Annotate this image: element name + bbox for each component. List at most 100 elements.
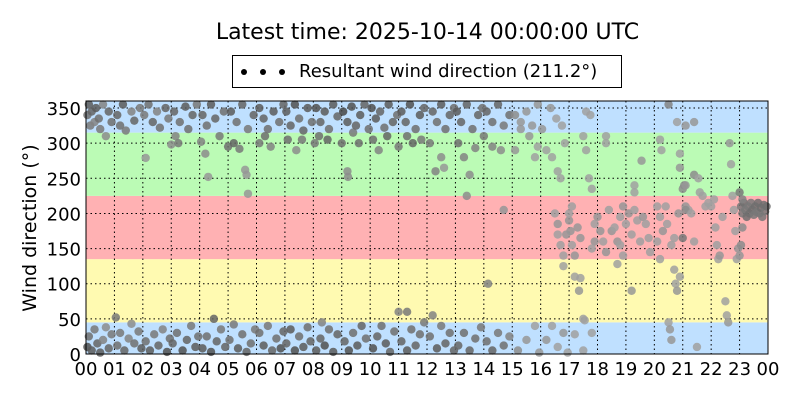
data-point bbox=[290, 346, 300, 355]
data-point bbox=[184, 124, 193, 134]
data-point bbox=[499, 341, 508, 350]
data-point bbox=[148, 117, 157, 127]
data-point bbox=[266, 142, 275, 151]
data-point bbox=[671, 279, 680, 288]
y-tick-label: 200 bbox=[47, 204, 81, 225]
data-point bbox=[496, 145, 506, 155]
data-point bbox=[439, 163, 449, 172]
data-point bbox=[329, 100, 338, 109]
data-point bbox=[226, 107, 236, 116]
data-point bbox=[553, 167, 562, 176]
data-point bbox=[311, 103, 321, 113]
data-point bbox=[613, 259, 622, 269]
data-point bbox=[367, 103, 376, 113]
data-point bbox=[445, 328, 454, 338]
data-point bbox=[411, 341, 420, 350]
data-point bbox=[172, 328, 182, 338]
data-point bbox=[175, 117, 184, 127]
data-point bbox=[368, 135, 378, 144]
data-point bbox=[665, 325, 675, 334]
data-point bbox=[722, 311, 731, 320]
data-point bbox=[297, 135, 307, 144]
data-point bbox=[604, 205, 614, 215]
y-tick-label: 0 bbox=[70, 345, 81, 366]
data-point bbox=[229, 138, 238, 148]
data-point bbox=[402, 346, 412, 355]
data-point bbox=[377, 321, 386, 331]
data-point bbox=[488, 142, 497, 151]
data-point bbox=[94, 114, 103, 123]
x-tick-label: 02 bbox=[131, 359, 154, 380]
data-point bbox=[681, 181, 690, 190]
data-point bbox=[661, 202, 670, 211]
data-point bbox=[581, 145, 591, 155]
data-point bbox=[263, 124, 273, 134]
data-point bbox=[425, 332, 435, 341]
data-point bbox=[616, 240, 625, 250]
data-point bbox=[675, 149, 685, 158]
data-point bbox=[641, 219, 651, 229]
data-point bbox=[627, 230, 636, 239]
data-point bbox=[144, 100, 153, 109]
data-point bbox=[694, 174, 703, 183]
data-point bbox=[171, 131, 180, 141]
data-point bbox=[104, 107, 113, 116]
x-tick-label: 08 bbox=[302, 359, 325, 380]
data-point bbox=[320, 107, 329, 116]
data-point bbox=[499, 121, 508, 130]
data-point bbox=[221, 342, 230, 352]
data-point bbox=[259, 114, 268, 123]
data-point bbox=[415, 110, 425, 120]
data-point bbox=[445, 110, 454, 120]
data-point bbox=[212, 337, 221, 346]
data-point bbox=[141, 337, 150, 346]
data-point bbox=[553, 342, 562, 352]
data-point bbox=[570, 251, 579, 260]
data-point bbox=[709, 195, 719, 204]
data-point bbox=[563, 348, 572, 357]
data-point bbox=[263, 321, 273, 331]
data-point bbox=[169, 107, 179, 116]
data-point bbox=[361, 334, 371, 343]
data-point bbox=[186, 321, 196, 331]
data-point bbox=[338, 107, 348, 116]
data-point bbox=[670, 265, 679, 274]
x-tick-label: 07 bbox=[273, 359, 296, 380]
data-point bbox=[397, 337, 406, 346]
data-point bbox=[107, 330, 116, 339]
data-point bbox=[242, 347, 251, 357]
data-point bbox=[150, 330, 159, 339]
data-point bbox=[456, 117, 466, 127]
data-point bbox=[533, 100, 543, 109]
data-point bbox=[601, 247, 611, 257]
data-point bbox=[566, 226, 575, 236]
data-point bbox=[678, 233, 687, 243]
data-point bbox=[357, 321, 366, 331]
y-tick-label: 350 bbox=[47, 99, 81, 120]
data-point bbox=[655, 135, 665, 144]
data-point bbox=[375, 107, 385, 116]
data-point bbox=[351, 121, 361, 130]
data-point bbox=[610, 223, 619, 232]
data-point bbox=[394, 142, 403, 151]
data-point bbox=[161, 103, 170, 113]
data-point bbox=[525, 131, 534, 141]
data-point bbox=[672, 286, 682, 295]
data-point bbox=[431, 167, 440, 176]
data-point bbox=[731, 226, 740, 236]
data-point bbox=[307, 117, 317, 127]
data-point bbox=[206, 100, 216, 109]
data-point bbox=[638, 212, 648, 222]
data-point bbox=[522, 107, 531, 116]
data-point bbox=[712, 240, 722, 250]
data-point bbox=[675, 163, 685, 172]
data-point bbox=[675, 272, 685, 281]
data-point bbox=[385, 347, 395, 357]
data-point bbox=[384, 100, 393, 109]
data-point bbox=[454, 138, 463, 148]
data-point bbox=[652, 202, 662, 211]
data-point bbox=[432, 117, 442, 127]
data-point bbox=[140, 110, 149, 120]
data-point bbox=[206, 347, 216, 357]
data-point bbox=[286, 325, 295, 334]
